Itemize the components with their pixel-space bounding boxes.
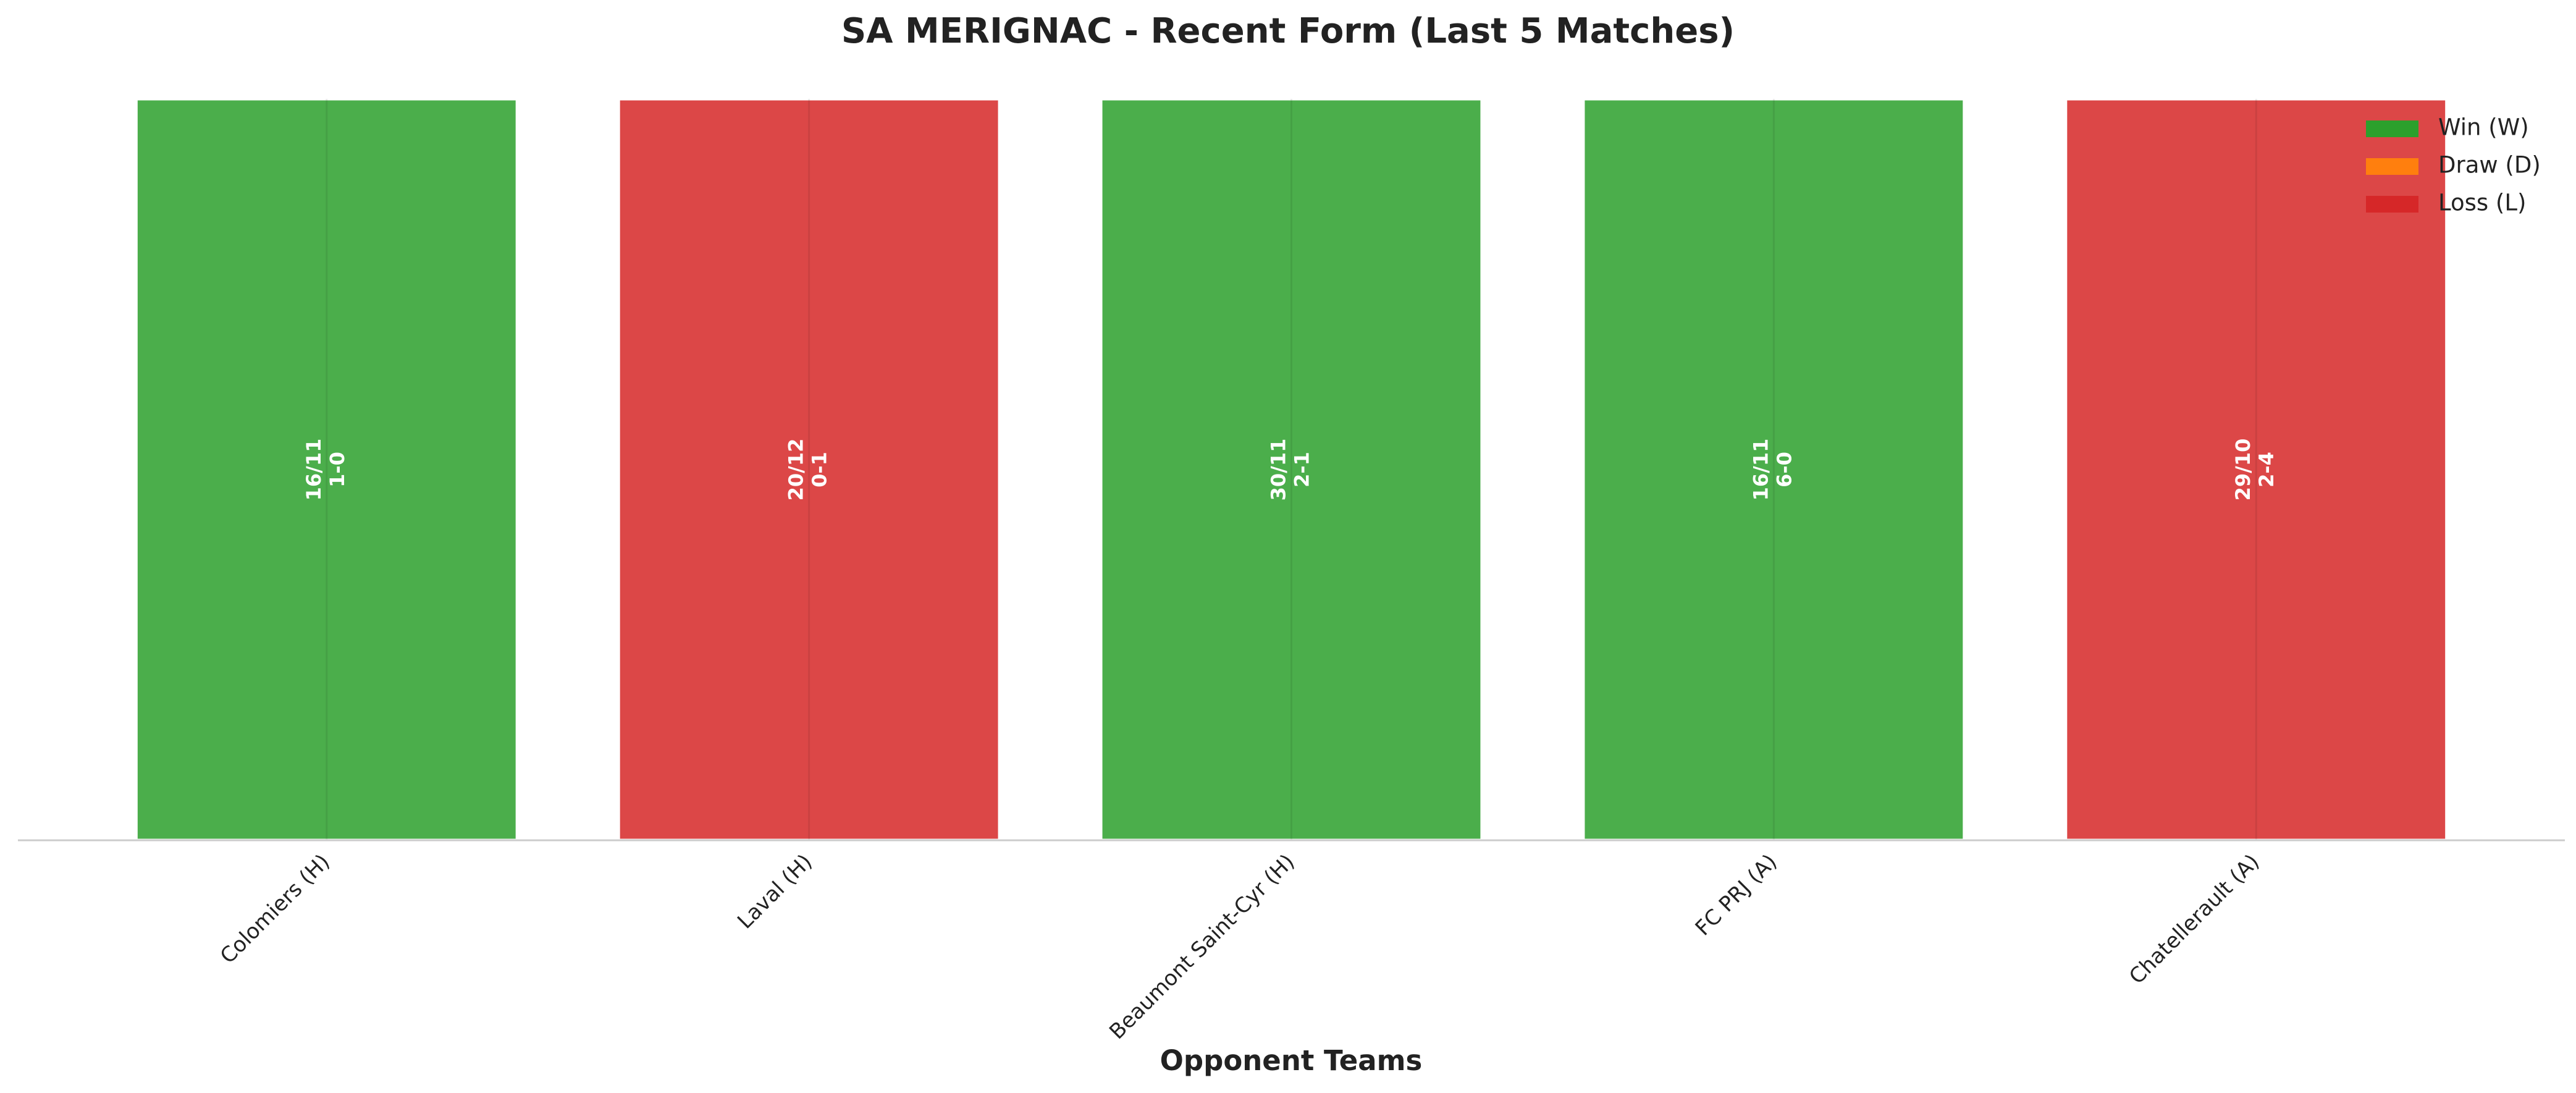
x-tick-label: Chatellerault (A) [2124,850,2264,989]
x-axis-label: Opponent Teams [1160,1044,1423,1077]
bar-score-label: 0-1 [808,452,831,487]
bar [134,97,519,842]
bar-date-label: 16/11 [1749,439,1772,501]
bar [1099,97,1484,842]
bar-score-label: 2-1 [1290,452,1314,487]
x-tick-label: Colomiers (H) [216,850,335,969]
x-tick-label: FC PRJ (A) [1691,850,1782,941]
legend-swatch [2366,158,2418,175]
bar [617,97,1001,842]
legend-swatch [2366,120,2418,137]
legend-swatch [2366,196,2418,213]
bar-date-label: 30/11 [1267,439,1290,501]
legend-label: Draw (D) [2438,152,2541,179]
legend-label: Loss (L) [2438,190,2526,216]
bar-date-label: 29/10 [2231,439,2255,501]
bar-score-label: 2-4 [2255,452,2278,487]
bar [1581,97,1966,842]
bar [2064,97,2449,842]
chart-title: SA MERIGNAC - Recent Form (Last 5 Matche… [841,11,1735,51]
bar-score-label: 6-0 [1772,452,1796,487]
x-tick-label: Laval (H) [733,850,817,934]
x-tick-label: Beaumont Saint-Cyr (H) [1105,850,1299,1044]
bar-score-label: 1-0 [326,452,349,487]
bar-date-label: 20/12 [785,439,808,501]
bar-date-label: 16/11 [302,439,326,501]
legend-label: Win (W) [2438,114,2529,141]
